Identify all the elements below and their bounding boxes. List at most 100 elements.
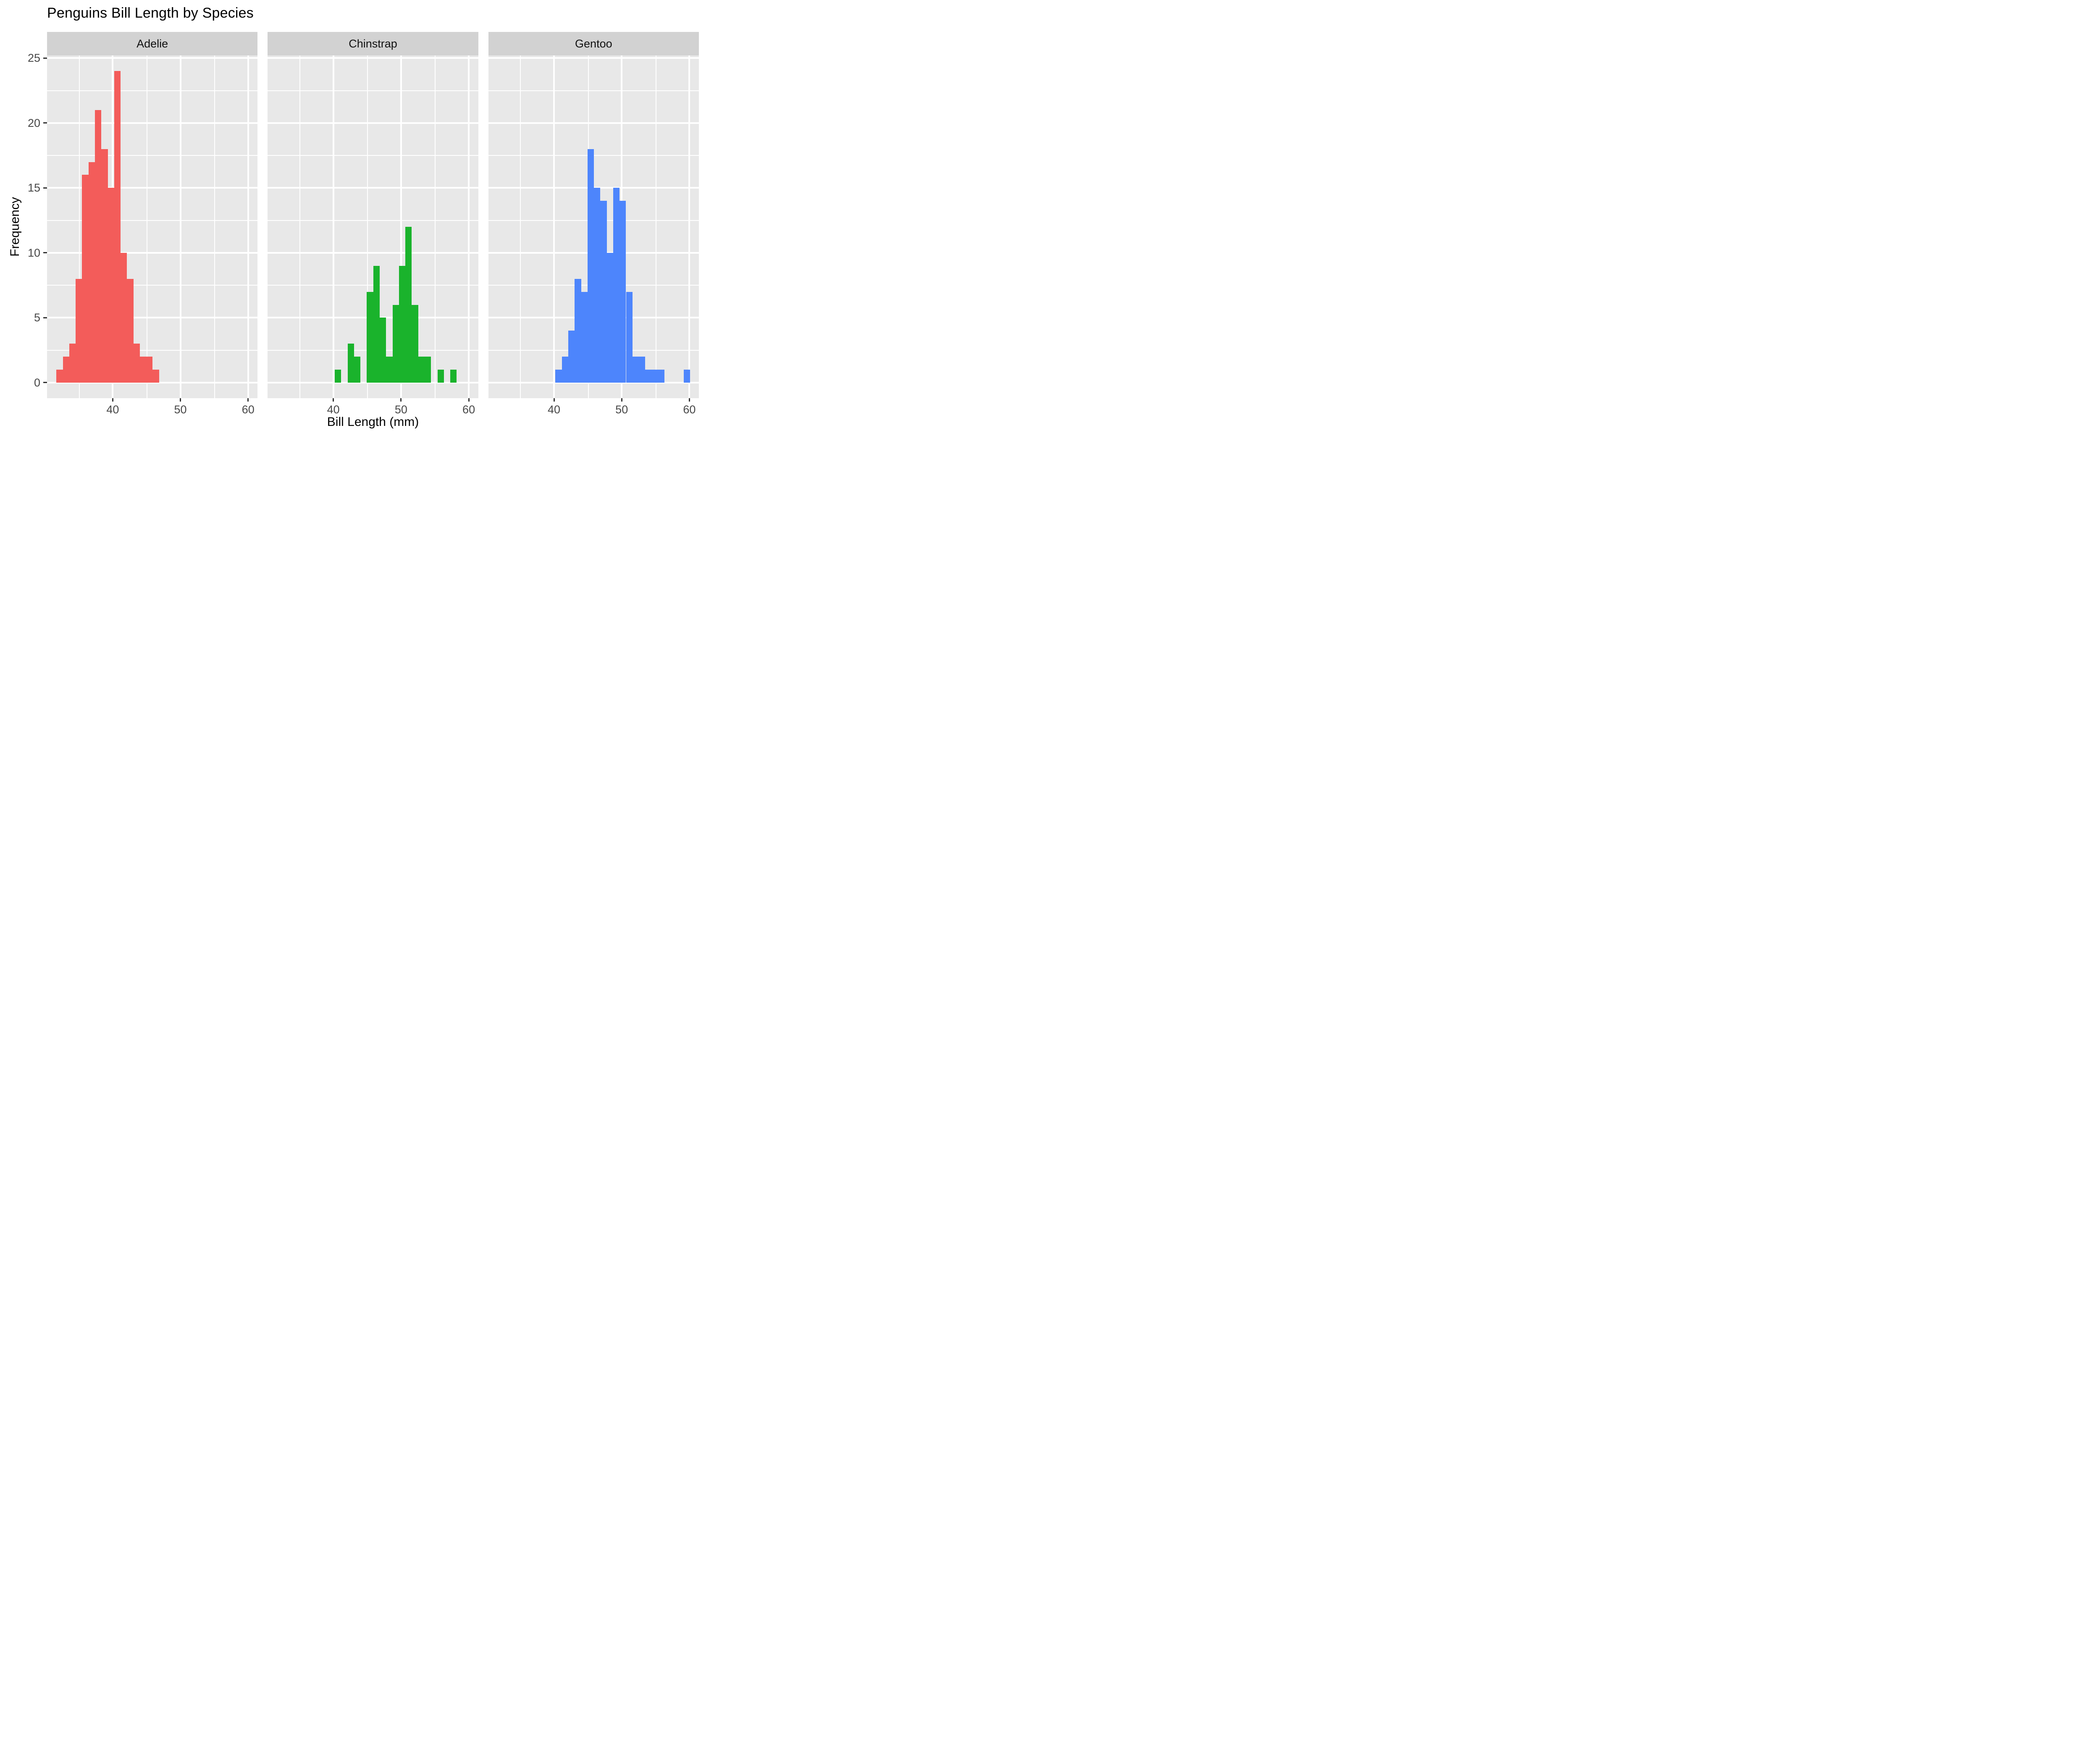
x-tick-mark (333, 398, 334, 402)
gridline-minor-v (435, 55, 436, 398)
gridline-major-h (268, 252, 478, 254)
y-tick-mark (43, 122, 47, 124)
x-tick-label: 40 (327, 403, 340, 416)
histogram-bar (626, 292, 633, 383)
histogram-bar (639, 357, 646, 383)
gridline-minor-v (214, 55, 215, 398)
gridline-major-h (268, 122, 478, 124)
histogram-bar (152, 370, 159, 383)
histogram-bar (347, 344, 354, 383)
x-tick-mark (180, 398, 181, 402)
gridline-minor-v (367, 55, 368, 398)
histogram-bar (127, 278, 134, 383)
histogram-bar (606, 252, 613, 383)
x-tick-mark (468, 398, 470, 402)
histogram-bar (620, 201, 626, 383)
histogram-bar (367, 292, 373, 383)
histogram-bar (632, 357, 639, 383)
gridline-minor-h (268, 220, 478, 221)
y-tick-mark (43, 252, 47, 254)
x-tick-mark (621, 398, 622, 402)
histogram-bar (386, 357, 393, 383)
x-axis-title: Bill Length (mm) (327, 415, 419, 429)
gridline-major-h (47, 57, 258, 59)
gridline-minor-h (47, 349, 258, 351)
gridline-minor-h (268, 285, 478, 286)
gridline-major-h (47, 187, 258, 189)
histogram-bar (63, 357, 69, 383)
gridline-minor-h (488, 90, 699, 91)
y-tick-mark (43, 382, 47, 383)
x-tick-mark (400, 398, 402, 402)
facet-strip-label: Adelie (136, 37, 168, 50)
x-tick-label: 50 (615, 403, 628, 416)
x-tick-mark (247, 398, 249, 402)
gridline-major-h (47, 252, 258, 254)
histogram-bar (108, 188, 114, 383)
chart-title: Penguins Bill Length by Species (47, 5, 254, 21)
y-tick-mark (43, 57, 47, 59)
histogram-bar (76, 278, 82, 383)
y-tick-label: 15 (27, 181, 40, 194)
histogram-bar (139, 357, 147, 383)
histogram-bar (575, 278, 581, 383)
facets-row: Adelie 40 50 60 Chinstrap 40 50 60 Gentoo 40… (47, 32, 699, 416)
histogram-bar (562, 357, 568, 383)
gridline-major-v (247, 55, 249, 398)
histogram-bar (645, 370, 652, 383)
gridline-major-h (268, 187, 478, 189)
histogram-bar (437, 370, 444, 383)
y-tick-mark (43, 317, 47, 318)
gridline-major-v (332, 55, 334, 398)
plot-area: Adelie 40 50 60 Chinstrap 40 50 60 Gentoo 40… (47, 32, 699, 416)
histogram-bar (399, 265, 406, 383)
histogram-panel-gentoo (488, 55, 699, 398)
gridline-minor-h (47, 285, 258, 286)
histogram-bar (450, 370, 457, 383)
x-tick-mark (688, 398, 690, 402)
gridline-major-h (47, 122, 258, 124)
y-tick-label: 5 (34, 311, 40, 324)
x-tick-mark (112, 398, 113, 402)
gridline-major-v (400, 55, 402, 398)
gridline-major-h (268, 381, 478, 383)
gridline-major-h (47, 381, 258, 383)
histogram-bar (594, 188, 601, 383)
x-tick-mark (553, 398, 555, 402)
x-tick-label: 50 (394, 403, 407, 416)
y-tick-label: 25 (27, 52, 40, 65)
histogram-bar (82, 175, 89, 383)
histogram-bar (613, 188, 620, 383)
histogram-bar (114, 71, 121, 383)
facet-strip-chinstrap: Chinstrap (268, 32, 478, 55)
histogram-bar (335, 370, 341, 383)
facet-strip-adelie: Adelie (47, 32, 258, 55)
x-tick-label: 40 (106, 403, 119, 416)
y-tick-mark (43, 187, 47, 189)
x-tick-label: 60 (242, 403, 255, 416)
facet-strip-label: Gentoo (575, 37, 612, 50)
gridline-major-h (268, 57, 478, 59)
gridline-major-v (468, 55, 470, 398)
histogram-bar (373, 265, 380, 383)
histogram-bar (418, 357, 425, 383)
histogram-bar (587, 149, 594, 383)
histogram-bar (380, 318, 386, 383)
histogram-bar (658, 370, 665, 383)
gridline-major-h (488, 381, 699, 383)
gridline-major-v (688, 55, 690, 398)
histogram-bar (133, 344, 140, 383)
gridline-major-h (488, 57, 699, 59)
histogram-bar (121, 252, 127, 383)
histogram-panel-chinstrap (268, 55, 478, 398)
histogram-bar (88, 162, 95, 383)
gridline-minor-h (47, 90, 258, 91)
penguin-histogram-figure: { "title": "Penguins Bill Length by Spec… (0, 0, 706, 436)
gridline-major-v (553, 55, 555, 398)
gridline-minor-h (47, 155, 258, 156)
facet-strip-gentoo: Gentoo (488, 32, 699, 55)
facet-adelie: Adelie 40 50 60 (47, 32, 258, 416)
histogram-bar (405, 227, 412, 383)
gridline-major-v (179, 55, 181, 398)
histogram-bar (651, 370, 658, 383)
